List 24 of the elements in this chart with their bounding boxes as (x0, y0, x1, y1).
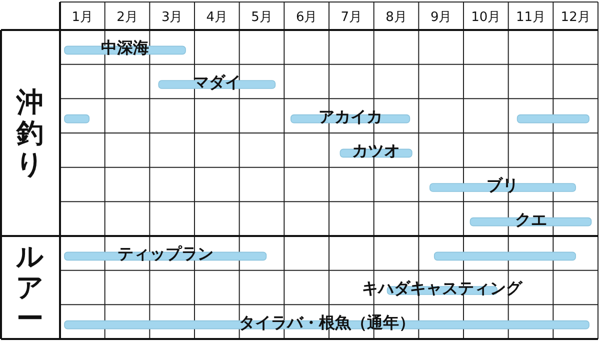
x-tick-label: 11月 (516, 10, 546, 25)
bar (434, 252, 576, 261)
x-tick-label: 1月 (72, 10, 94, 25)
x-tick-label: 3月 (161, 10, 183, 25)
x-tick-label: 5月 (251, 10, 272, 25)
text: 沖釣り (16, 87, 44, 180)
x-tick-label: 12月 (560, 10, 590, 25)
x-tick-label: 2月 (116, 10, 138, 25)
y-tick-label: タイラバ・根魚（通年） (238, 312, 415, 332)
y-tick-label: マダイ (192, 72, 241, 92)
x-tick-label: 6月 (296, 10, 318, 25)
y-tick-label: カツオ (352, 141, 400, 160)
y-tick-label: ティップラン (117, 244, 214, 264)
y-tick-label: アカイカ (318, 106, 382, 126)
x-tick-label: 7月 (340, 10, 362, 25)
x-tick-label: 9月 (430, 10, 452, 25)
x-tick-label: 4月 (206, 10, 228, 25)
text: ルアー (15, 242, 44, 334)
y-tick-label: クエ (514, 210, 547, 229)
y-tick-label: ブリ (486, 176, 519, 194)
x-tick-label: 10月 (471, 10, 501, 25)
x-tick-label: 8月 (386, 10, 407, 25)
bar (64, 114, 90, 124)
y-tick-label: 中深海 (101, 38, 150, 58)
